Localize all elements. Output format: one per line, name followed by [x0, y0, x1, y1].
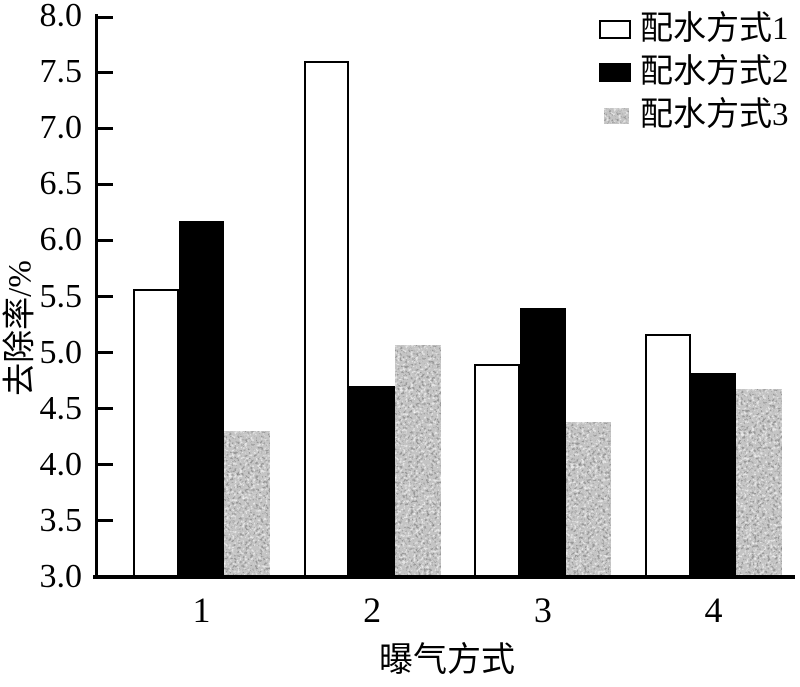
white-bar-swatch	[599, 20, 631, 39]
ytick-label: 4.0	[39, 445, 83, 483]
y-axis-line	[95, 14, 98, 579]
bar-series3-group2	[395, 344, 441, 577]
ytick-label: 5.0	[39, 333, 83, 371]
speckle-texture	[395, 344, 441, 577]
bar-series2-group3	[520, 307, 566, 577]
plot-area	[95, 16, 795, 579]
ytick-label: 5.5	[39, 277, 83, 315]
ytick-mark	[98, 70, 113, 74]
y-axis-title: 去除率/%	[2, 260, 39, 396]
ytick-mark	[98, 295, 113, 298]
ytick-mark	[98, 519, 113, 523]
bar-series3-group1	[224, 431, 270, 577]
bar-series2-group4	[690, 372, 737, 577]
bar-series1-group1	[133, 288, 179, 577]
xtick-label-1: 1	[192, 590, 211, 630]
ytick-mark	[98, 238, 113, 242]
xtick-label-4: 4	[704, 590, 723, 630]
bar-series1-group3	[474, 363, 520, 577]
bar-series2-group2	[349, 386, 395, 577]
ytick-mark	[98, 126, 113, 130]
speckle-texture	[224, 431, 270, 577]
speckled-bar-swatch	[604, 107, 629, 124]
bar-series3-group4	[736, 388, 782, 577]
legend: 配水方式1 配水方式2 配水方式3	[599, 8, 789, 137]
speckle-texture	[565, 422, 612, 577]
bar-series1-group2	[303, 60, 350, 577]
xtick-label-3: 3	[533, 590, 552, 630]
legend-item-series1: 配水方式1	[599, 8, 789, 51]
legend-label-series3: 配水方式3	[640, 97, 789, 133]
legend-label-series2: 配水方式2	[640, 54, 789, 90]
speckle-texture	[736, 388, 782, 577]
bar-series1-group4	[645, 333, 691, 577]
legend-label-series1: 配水方式1	[640, 11, 789, 47]
ytick-mark	[98, 182, 113, 186]
ytick-label: 7.5	[39, 53, 83, 91]
legend-item-series3: 配水方式3	[599, 94, 789, 137]
ytick-mark	[98, 351, 113, 355]
ytick-label: 3.0	[39, 558, 83, 595]
ytick-label: 3.5	[39, 501, 83, 539]
legend-item-series2: 配水方式2	[599, 51, 789, 94]
xtick-label-2: 2	[363, 590, 382, 630]
bar-series3-group3	[565, 422, 612, 577]
ytick-label: 7.0	[39, 109, 83, 147]
y-axis-tick-labels: 8.0 7.5 7.0 6.5 6.0 5.5 5.0 4.5 4.0 3.5 3.0	[0, 0, 86, 687]
ytick-label: 6.0	[39, 221, 83, 259]
ytick-label: 8.0	[39, 0, 83, 34]
x-axis-tick-labels: 1 2 3 4	[0, 592, 800, 634]
black-bar-swatch	[599, 63, 631, 82]
ytick-mark	[98, 407, 113, 411]
x-axis-line	[93, 575, 795, 579]
x-axis-title: 曝气方式	[379, 642, 515, 679]
ytick-mark	[98, 16, 113, 19]
ytick-label: 4.5	[39, 389, 83, 427]
ytick-mark	[98, 463, 113, 467]
ytick-label: 6.5	[39, 165, 83, 203]
bar-series2-group1	[178, 221, 225, 577]
